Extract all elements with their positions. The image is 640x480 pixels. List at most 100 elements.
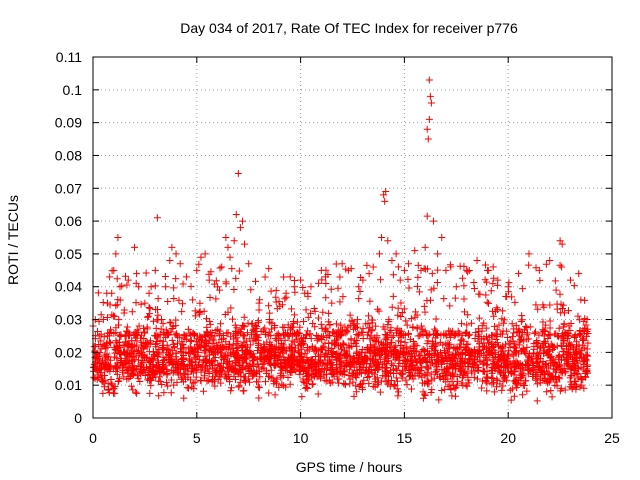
roti-point	[99, 378, 107, 386]
roti-point	[478, 377, 486, 385]
roti-point	[349, 370, 357, 378]
roti-point	[382, 350, 390, 358]
roti-point	[393, 385, 401, 393]
roti-point	[373, 334, 381, 342]
roti-point	[445, 327, 453, 335]
roti-peak-point	[241, 240, 249, 248]
roti-point	[507, 360, 515, 368]
roti-point	[309, 380, 317, 388]
roti-point	[108, 311, 116, 319]
roti-point	[216, 331, 224, 339]
roti-point	[397, 370, 405, 378]
roti-point	[114, 378, 122, 386]
roti-point	[237, 353, 245, 361]
roti-point	[108, 381, 116, 389]
roti-point	[534, 305, 542, 313]
roti-point	[490, 388, 498, 396]
roti-peak-point	[463, 266, 471, 274]
roti-point	[137, 361, 145, 369]
roti-point	[431, 359, 439, 367]
roti-point	[97, 369, 105, 377]
roti-point	[260, 353, 268, 361]
roti-point	[358, 328, 366, 336]
roti-point	[419, 345, 427, 353]
roti-point	[300, 317, 308, 325]
roti-point	[260, 356, 268, 364]
roti-point	[124, 359, 132, 367]
roti-point	[537, 366, 545, 374]
roti-point	[543, 377, 551, 385]
roti-point	[490, 274, 498, 282]
roti-point	[578, 346, 586, 354]
roti-point	[136, 378, 144, 386]
roti-point	[327, 285, 335, 293]
roti-point	[511, 344, 519, 352]
roti-point	[296, 352, 304, 360]
roti-point	[271, 391, 279, 399]
roti-point	[513, 384, 521, 392]
roti-point	[111, 382, 119, 390]
roti-point	[154, 332, 162, 340]
roti-point	[275, 383, 283, 391]
roti-peak-point	[452, 283, 460, 291]
roti-point	[427, 388, 435, 396]
roti-point	[504, 333, 512, 341]
roti-point	[356, 365, 364, 373]
roti-point	[101, 376, 109, 384]
roti-point	[178, 300, 186, 308]
roti-peak-point	[93, 355, 101, 363]
roti-point	[268, 319, 276, 327]
roti-point	[373, 366, 381, 374]
roti-point	[248, 372, 256, 380]
roti-point	[549, 355, 557, 363]
y-tick-label: 0.04	[55, 279, 82, 295]
roti-point	[380, 345, 388, 353]
roti-peak-point	[236, 224, 244, 232]
y-tick-label: 0.05	[55, 246, 82, 262]
roti-point	[488, 364, 496, 372]
roti-point	[462, 349, 470, 357]
roti-point	[238, 342, 246, 350]
roti-point	[272, 293, 280, 301]
roti-point	[237, 365, 245, 373]
roti-point	[402, 376, 410, 384]
roti-point	[178, 308, 186, 316]
roti-point	[255, 394, 263, 402]
roti-point	[398, 309, 406, 317]
roti-point	[105, 361, 113, 369]
roti-point	[391, 356, 399, 364]
roti-point	[246, 360, 254, 368]
roti-point	[505, 279, 513, 287]
roti-peak-point	[429, 217, 437, 225]
roti-point	[531, 365, 539, 373]
roti-peak-point	[423, 212, 431, 220]
roti-point	[191, 307, 199, 315]
roti-point	[296, 323, 304, 331]
roti-point	[530, 364, 538, 372]
roti-point	[262, 367, 270, 375]
roti-point	[304, 313, 312, 321]
roti-point	[143, 323, 151, 331]
roti-point	[577, 381, 585, 389]
roti-point	[386, 328, 394, 336]
roti-point	[358, 383, 366, 391]
roti-point	[337, 358, 345, 366]
roti-point	[383, 340, 391, 348]
roti-point	[367, 332, 375, 340]
roti-peak-point	[135, 283, 143, 291]
roti-point	[553, 342, 561, 350]
roti-point	[328, 378, 336, 386]
roti-point	[96, 360, 104, 368]
roti-point	[175, 296, 183, 304]
roti-point	[517, 317, 525, 325]
roti-point	[169, 323, 177, 331]
roti-point	[218, 366, 226, 374]
roti-point	[274, 357, 282, 365]
roti-point	[557, 384, 565, 392]
roti-point	[423, 372, 431, 380]
roti-point	[363, 331, 371, 339]
roti-point	[264, 347, 272, 355]
roti-point	[99, 389, 107, 397]
roti-point	[168, 336, 176, 344]
roti-point	[252, 378, 260, 386]
